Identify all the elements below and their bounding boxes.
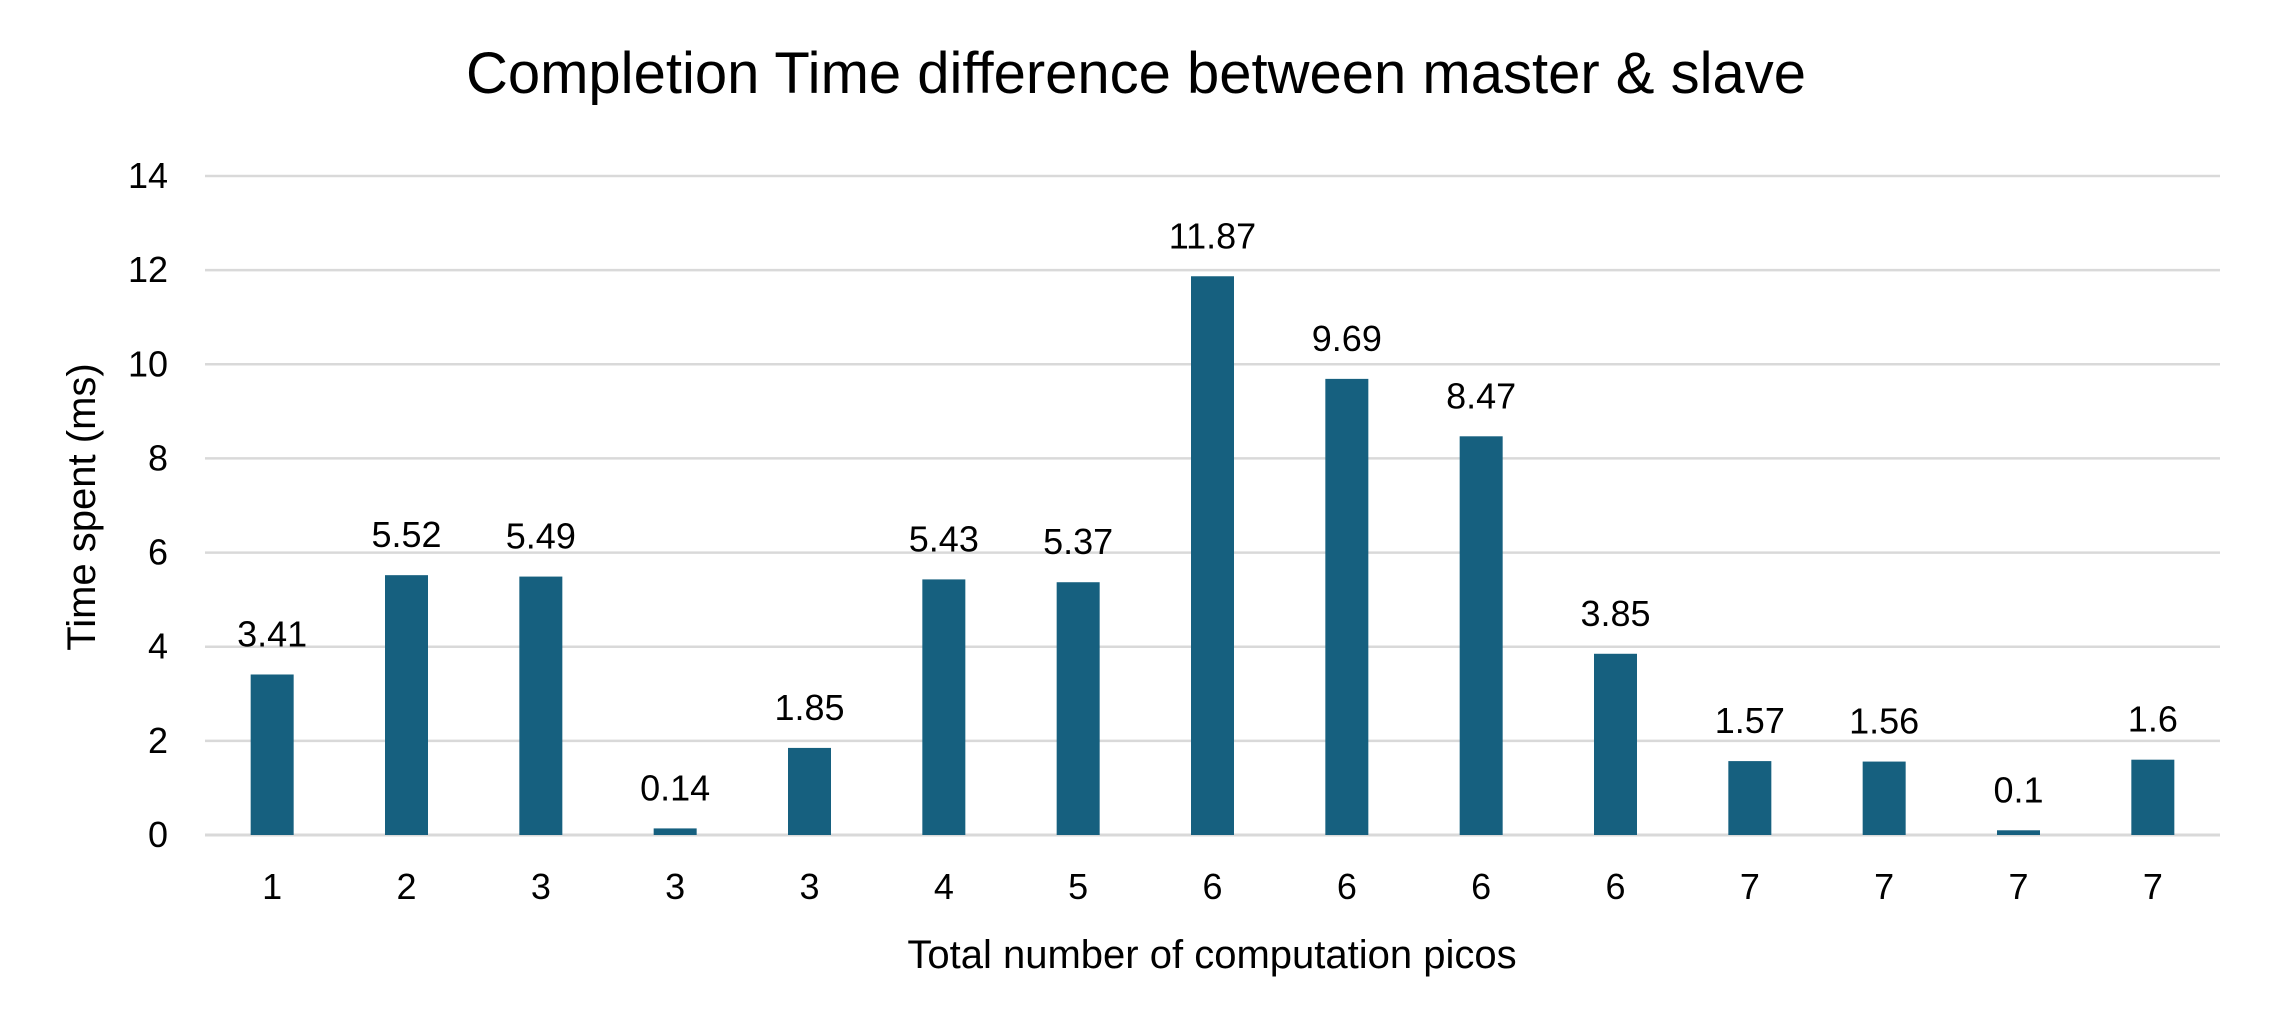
data-label: 1.85 [774, 687, 844, 728]
x-tick-label: 7 [2143, 866, 2163, 907]
bar [250, 674, 294, 835]
bar [519, 576, 563, 835]
x-tick-label: 7 [1874, 866, 1894, 907]
x-tick-label: 1 [262, 866, 282, 907]
bar [922, 579, 966, 835]
y-axis-ticks: 0 2 4 6 8 10 12 14 [128, 155, 168, 855]
bar [1056, 582, 1100, 835]
data-label: 3.85 [1580, 593, 1650, 634]
x-tick-label: 2 [396, 866, 416, 907]
bar [385, 575, 428, 835]
x-tick-label: 7 [1740, 866, 1760, 907]
x-axis-label: Total number of computation picos [907, 933, 1516, 977]
data-label: 1.6 [2128, 699, 2178, 740]
x-tick-label: 6 [1337, 866, 1357, 907]
x-tick-label: 6 [1471, 866, 1491, 907]
data-label: 5.37 [1043, 521, 1113, 562]
y-tick-label: 2 [148, 720, 168, 761]
y-tick-label: 6 [148, 532, 168, 573]
bar [653, 828, 697, 835]
data-label: 1.57 [1715, 700, 1785, 741]
y-tick-label: 14 [128, 155, 168, 196]
y-tick-label: 0 [148, 814, 168, 855]
y-axis-label: Time spent (ms) [60, 363, 104, 650]
bar [1325, 378, 1369, 835]
bar [1191, 276, 1234, 835]
bar [1594, 653, 1637, 835]
y-tick-label: 4 [148, 626, 168, 667]
x-tick-label: 5 [1068, 866, 1088, 907]
data-label: 5.52 [371, 514, 441, 555]
x-tick-label: 6 [1202, 866, 1222, 907]
y-tick-label: 10 [128, 343, 168, 384]
chart-title: Completion Time difference between maste… [466, 41, 1806, 106]
data-label: 1.56 [1849, 701, 1919, 742]
data-label: 0.14 [640, 767, 710, 808]
bar [1728, 761, 1772, 835]
data-labels-layer: 3.41 5.52 5.49 0.14 1.85 5.43 5.37 11.87 9.69 8.4… [237, 215, 2178, 810]
bar [788, 747, 831, 835]
x-axis-ticks: 1 2 3 3 3 4 5 6 6 6 6 7 7 7 7 [262, 866, 2163, 907]
bar [1459, 436, 1503, 835]
y-tick-label: 12 [128, 249, 168, 290]
x-tick-label: 3 [531, 866, 551, 907]
data-label: 11.87 [1169, 215, 1256, 256]
bars-layer [250, 276, 2175, 835]
data-label: 0.1 [1993, 769, 2043, 810]
data-label: 8.47 [1446, 375, 1516, 416]
x-tick-label: 6 [1605, 866, 1625, 907]
data-label: 3.41 [237, 613, 307, 654]
bar [1997, 830, 2040, 835]
x-tick-label: 3 [665, 866, 685, 907]
bar [2131, 759, 2175, 835]
data-label: 9.69 [1312, 318, 1382, 359]
x-tick-label: 4 [934, 866, 954, 907]
y-tick-label: 8 [148, 437, 168, 478]
x-tick-label: 3 [799, 866, 819, 907]
bar [1862, 761, 1906, 835]
x-tick-label: 7 [2008, 866, 2028, 907]
data-label: 5.49 [506, 516, 576, 557]
data-label: 5.43 [909, 518, 979, 559]
